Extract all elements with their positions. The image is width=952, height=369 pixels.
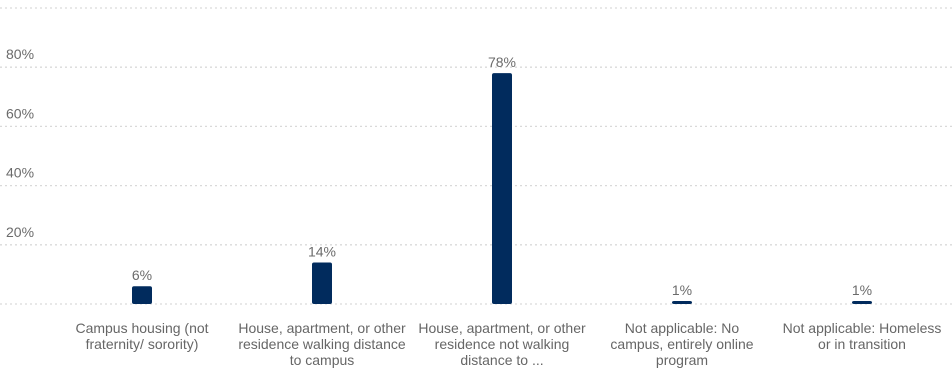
y-tick-label: 40% — [6, 165, 34, 181]
data-label: 1% — [672, 282, 692, 298]
data-label: 1% — [852, 282, 872, 298]
y-tick-label: 100% — [6, 0, 42, 3]
gridlines — [0, 7, 952, 305]
x-axis-category-label: House, apartment, or other residence not… — [418, 320, 586, 368]
data-labels: 6% 14% 78% 1% 1% — [132, 54, 872, 298]
y-tick-label: 80% — [6, 46, 34, 62]
x-axis-category-label: Not applicable: No campus, entirely onli… — [610, 320, 754, 368]
data-label: 6% — [132, 267, 152, 283]
y-axis-ticks: 20% 40% 60% 80% 100% — [6, 0, 42, 240]
bars — [132, 73, 872, 305]
bar[interactable] — [312, 262, 332, 304]
bar[interactable] — [852, 301, 872, 304]
data-label: 14% — [308, 244, 336, 260]
bar[interactable] — [132, 286, 152, 304]
bar[interactable] — [672, 301, 692, 304]
bar[interactable] — [492, 73, 512, 305]
x-axis-category-label: House, apartment, or other residence wal… — [238, 320, 406, 368]
y-tick-label: 20% — [6, 224, 34, 240]
x-axis-category-label: Campus housing (not fraternity/ sorority… — [75, 320, 209, 352]
y-tick-label: 60% — [6, 105, 34, 121]
x-axis-category-label: Not applicable: Homeless or in transitio… — [782, 320, 942, 352]
data-label: 78% — [488, 54, 516, 70]
